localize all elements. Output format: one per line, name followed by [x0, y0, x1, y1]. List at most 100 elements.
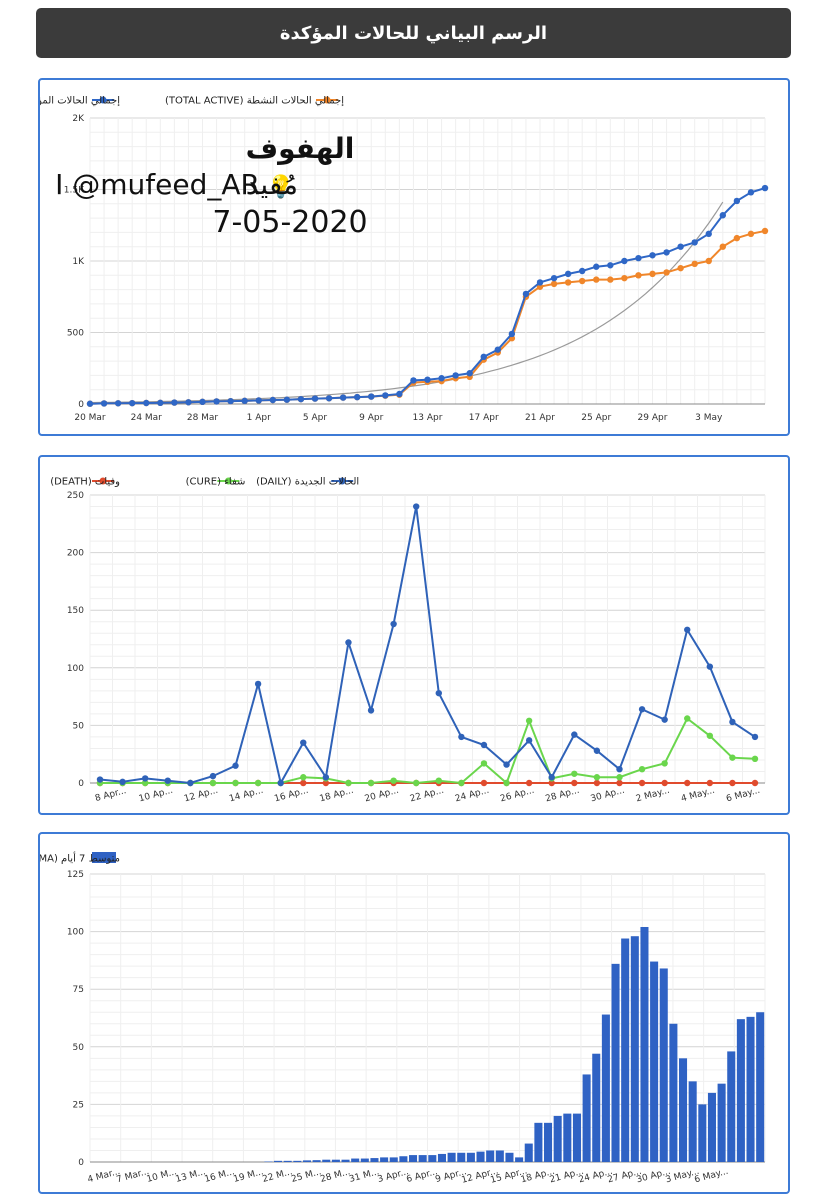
total-point [213, 398, 220, 405]
daily-point [684, 626, 691, 633]
legend-label: (TOTAL ACTIVE) إجمالي الحالات النشطة [165, 96, 344, 107]
cure-point [751, 755, 759, 763]
ma-bar [370, 1158, 379, 1162]
ma-bar [582, 1074, 591, 1162]
x-tick-label: 20 Ap... [364, 786, 400, 805]
daily-point [300, 739, 307, 746]
ma-bar [688, 1081, 697, 1162]
x-tick-label: 5 Apr [303, 413, 327, 423]
x-tick-label: 30 Ap... [590, 786, 626, 805]
legend-label: (DEATH) وفيات [50, 477, 120, 488]
x-tick-label: 28 Mar [187, 413, 219, 423]
total-point [578, 267, 586, 275]
y-tick-label: 1K [72, 257, 85, 267]
active-point [550, 280, 558, 288]
daily-series-line [99, 506, 756, 786]
daily-point [616, 765, 623, 773]
ma-bar [293, 1160, 302, 1162]
total-point [368, 393, 375, 400]
cumulative-cases-chart-panel: 0 500 1K 1.5K 2K 20 Mar 24 Mar 28 Mar 1 Apr 5 Apr… [38, 78, 790, 436]
ma-bar [495, 1150, 504, 1162]
ma-bar [650, 961, 659, 1162]
ma-bar [360, 1158, 369, 1162]
death-point [684, 779, 691, 787]
daily-point [96, 776, 104, 783]
death-point [548, 779, 555, 787]
x-tick-label: 25 M... [290, 1167, 322, 1185]
x-tick-label: 14 Ap... [228, 786, 264, 805]
daily-point [209, 772, 217, 780]
death-point [661, 779, 668, 787]
total-point [171, 399, 178, 406]
legend-swatch [92, 852, 116, 863]
death-point [616, 779, 623, 787]
ma-bar [727, 1051, 736, 1162]
ma-bar [322, 1159, 331, 1162]
ma-bar [312, 1160, 321, 1162]
daily-point [751, 733, 759, 741]
total-point [452, 372, 459, 379]
cumulative-cases-chart: 0 500 1K 1.5K 2K 20 Mar 24 Mar 28 Mar 1 Apr 5 Apr… [40, 96, 769, 423]
ma-bar [331, 1159, 340, 1162]
x-tick-label: 12 Ap... [183, 786, 219, 805]
legend-label: (7days MA) متوسط 7 أيام [40, 852, 120, 865]
active-point [691, 260, 698, 268]
total-point [593, 263, 600, 270]
ma-bar [274, 1160, 283, 1162]
y-tick-label: 0 [78, 400, 84, 410]
x-tick-label: 16 Ap... [273, 786, 309, 805]
legend-marker [99, 96, 107, 104]
total-point [550, 274, 558, 282]
daily-point [480, 741, 488, 749]
ma-bar [418, 1155, 427, 1162]
ma-bar [669, 1023, 678, 1162]
ma-bar [399, 1156, 408, 1162]
x-tick-label: 18 Ap... [319, 786, 355, 805]
legend-marker [338, 477, 346, 485]
death-point [525, 779, 533, 787]
total-point [311, 395, 319, 402]
daily-point [232, 762, 239, 769]
cure-point [525, 717, 533, 724]
ma-bar [746, 1016, 755, 1162]
y-tick-label: 50 [73, 721, 85, 731]
cure-point [661, 760, 668, 767]
total-point [536, 279, 544, 286]
total-point [424, 376, 431, 383]
watermark-date: 7-05-2020 [212, 205, 367, 240]
y-tick-label: 25 [73, 1100, 84, 1110]
ma-bar [611, 963, 620, 1162]
cure-point [480, 760, 488, 767]
daily-point [729, 718, 736, 726]
x-tick-label: 19 M... [232, 1167, 264, 1185]
ma-bar [437, 1153, 446, 1162]
ma-bar [601, 1014, 610, 1162]
total-point [114, 400, 122, 407]
x-tick-label: 24 Ap... [454, 786, 490, 805]
active-point [649, 270, 656, 278]
y-tick-label: 75 [73, 985, 84, 995]
ma-bar [476, 1151, 485, 1162]
daily-point [706, 663, 714, 670]
daily-point [503, 761, 510, 768]
daily-point [435, 689, 442, 697]
cure-point [638, 765, 646, 773]
ma-bar [630, 936, 639, 1162]
ma-bar [679, 1058, 688, 1162]
cure-point [390, 777, 397, 784]
total-point [733, 197, 741, 205]
cure-point [458, 779, 465, 787]
total-point [761, 184, 769, 192]
daily-point [141, 775, 149, 782]
legend-marker [323, 96, 331, 104]
active-point [593, 276, 600, 283]
death-point [593, 779, 601, 787]
daily-point [458, 733, 465, 741]
total-point [241, 397, 248, 405]
daily-point [593, 747, 601, 754]
total-point [255, 397, 262, 404]
total-point [382, 392, 389, 399]
y-tick-label: 125 [67, 870, 84, 880]
x-tick-label: 13 Apr [413, 413, 443, 423]
